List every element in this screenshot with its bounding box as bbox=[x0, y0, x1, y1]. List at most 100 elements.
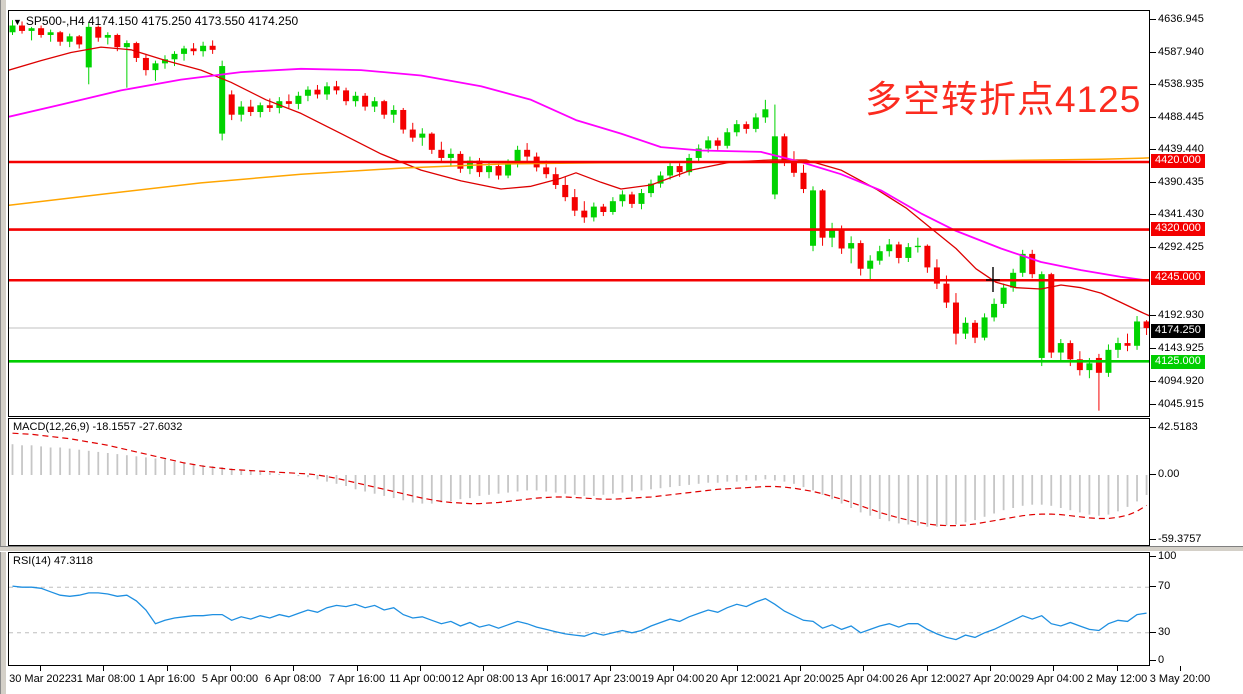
candle-body bbox=[724, 132, 731, 146]
candle-body bbox=[1114, 343, 1121, 350]
price-badge: 4320.000 bbox=[1151, 222, 1205, 236]
price-badge: 4125.000 bbox=[1151, 355, 1205, 369]
candle-body bbox=[857, 243, 864, 269]
rsi-line bbox=[12, 585, 1147, 641]
time-axis-tick bbox=[1053, 666, 1054, 671]
candle-body bbox=[962, 322, 969, 334]
candle-body bbox=[295, 95, 302, 104]
candle-body bbox=[762, 109, 769, 118]
candle-body bbox=[829, 229, 836, 238]
candle-body bbox=[371, 101, 378, 107]
time-axis-label: 12 Apr 08:00 bbox=[451, 673, 515, 685]
price-axis-label: 30 bbox=[1158, 626, 1171, 638]
candle-body bbox=[886, 244, 893, 252]
candle-body bbox=[686, 157, 693, 173]
time-axis-tick bbox=[610, 666, 611, 671]
ma-fast-red bbox=[9, 46, 1149, 317]
price-axis-tick bbox=[1150, 214, 1156, 215]
candle-body bbox=[933, 267, 940, 284]
candle-body bbox=[85, 26, 92, 68]
candle-body bbox=[285, 101, 292, 104]
time-axis-label: 26 Apr 12:00 bbox=[895, 673, 959, 685]
candle-body bbox=[343, 90, 350, 102]
candle-body bbox=[914, 245, 921, 248]
candle-body bbox=[238, 106, 245, 115]
candle-body bbox=[171, 53, 178, 60]
candle-body bbox=[333, 86, 340, 91]
candle-body bbox=[1057, 343, 1064, 353]
symbol-dropdown-icon[interactable]: ▼ bbox=[13, 17, 22, 27]
time-axis-label: 2 May 12:00 bbox=[1086, 673, 1148, 685]
macd-panel[interactable]: MACD(12,26,9) -18.1557 -27.6032 bbox=[8, 418, 1150, 546]
candle-body bbox=[1143, 321, 1149, 329]
candle-body bbox=[638, 193, 645, 204]
candle-body bbox=[266, 105, 273, 108]
candle-body bbox=[447, 153, 454, 158]
time-axis-tick bbox=[990, 666, 991, 671]
time-axis-label: 29 Apr 04:00 bbox=[1021, 673, 1085, 685]
candle-body bbox=[867, 260, 874, 269]
time-axis-label: 19 Apr 04:00 bbox=[641, 673, 705, 685]
candle-body bbox=[152, 63, 159, 71]
candle-body bbox=[943, 283, 950, 303]
price-axis-label: 0 bbox=[1158, 654, 1165, 666]
panel-splitter[interactable] bbox=[0, 546, 1243, 552]
main-chart-panel[interactable]: ▼ SP500-,H4 4174.150 4175.250 4173.550 41… bbox=[8, 10, 1150, 417]
candle-body bbox=[1067, 343, 1074, 360]
candle-body bbox=[28, 28, 35, 31]
price-axis-tick bbox=[1150, 427, 1156, 428]
candle-body bbox=[304, 89, 311, 96]
candle-body bbox=[952, 302, 959, 334]
price-axis-tick bbox=[1150, 381, 1156, 382]
price-axis-label: 4143.925 bbox=[1158, 342, 1204, 354]
candle-body bbox=[571, 197, 578, 211]
price-axis-label: 4341.430 bbox=[1158, 208, 1204, 220]
time-axis-label: 31 Mar 08:00 bbox=[70, 673, 136, 685]
price-axis-tick bbox=[1150, 19, 1156, 20]
candle-body bbox=[57, 32, 64, 42]
price-axis-label: 4636.945 bbox=[1158, 13, 1204, 25]
candle-body bbox=[219, 66, 226, 134]
rsi-chart[interactable] bbox=[9, 553, 1149, 665]
candle-body bbox=[619, 194, 626, 202]
time-axis-label: 7 Apr 16:00 bbox=[328, 673, 386, 685]
time-axis-tick bbox=[40, 666, 41, 671]
candle-body bbox=[19, 25, 26, 31]
macd-chart[interactable] bbox=[9, 419, 1149, 545]
candle-body bbox=[790, 162, 797, 173]
candle-body bbox=[991, 303, 998, 318]
candle-body bbox=[123, 43, 130, 48]
time-axis-tick bbox=[800, 666, 801, 671]
candle-body bbox=[314, 89, 321, 95]
price-badge: 4174.250 bbox=[1151, 324, 1205, 338]
candle-body bbox=[543, 167, 550, 175]
time-axis-tick bbox=[420, 666, 421, 671]
time-axis-label: 6 Apr 08:00 bbox=[264, 673, 322, 685]
candle-body bbox=[142, 57, 149, 71]
candle-body bbox=[76, 36, 83, 45]
candle-body bbox=[228, 94, 235, 115]
time-axis-label: 27 Apr 20:00 bbox=[958, 673, 1022, 685]
candle-body bbox=[409, 129, 416, 138]
candlestick-chart[interactable] bbox=[9, 11, 1149, 416]
candle-body bbox=[819, 190, 826, 238]
candle-body bbox=[514, 149, 521, 164]
ma-slow-magenta bbox=[9, 67, 1149, 282]
candle-body bbox=[667, 166, 674, 176]
candle-body bbox=[590, 206, 597, 218]
price-badge: 4245.000 bbox=[1151, 271, 1205, 285]
price-axis-label: 100 bbox=[1158, 550, 1177, 562]
time-axis-tick bbox=[103, 666, 104, 671]
candle-body bbox=[257, 105, 264, 112]
candle-body bbox=[1029, 253, 1036, 275]
candle-body bbox=[362, 95, 369, 107]
time-axis-tick bbox=[357, 666, 358, 671]
candle-body bbox=[181, 48, 188, 54]
rsi-panel[interactable]: RSI(14) 47.3118 bbox=[8, 552, 1150, 666]
candle-body bbox=[838, 229, 845, 249]
price-axis-tick bbox=[1150, 149, 1156, 150]
price-axis-tick bbox=[1150, 660, 1156, 661]
price-axis-label: 42.5183 bbox=[1158, 421, 1198, 433]
candle-body bbox=[38, 28, 45, 35]
candle-body bbox=[876, 251, 883, 261]
